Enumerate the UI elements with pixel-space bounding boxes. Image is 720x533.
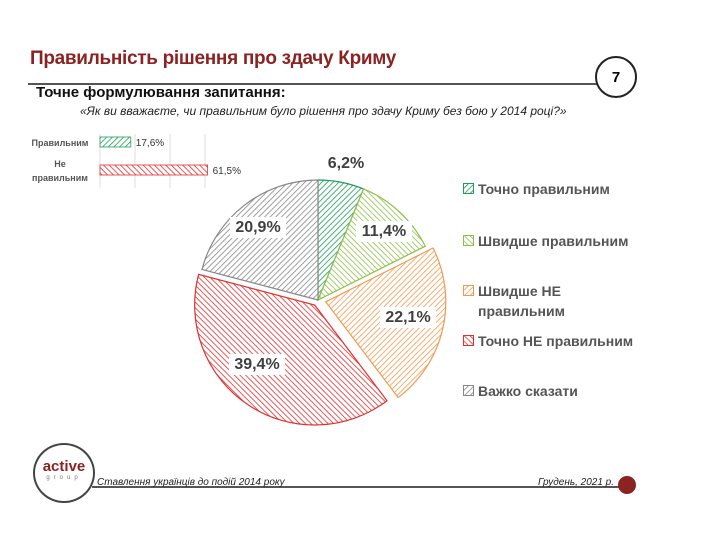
legend-item: Швидше правильним	[463, 231, 628, 251]
legend-label: Точно НЕ правильним	[478, 333, 634, 349]
page-number: 7	[595, 56, 637, 98]
legend-item: Точно правильним	[463, 179, 610, 199]
bar	[99, 136, 132, 148]
pie-slice	[201, 179, 319, 301]
pie-slice	[316, 188, 427, 302]
legend-item: Швидше НЕ правильним	[463, 281, 565, 321]
footer-date: Грудень, 2021 р.	[538, 477, 615, 488]
pie-data-label: 20,9%	[235, 219, 280, 236]
title-divider	[28, 83, 598, 85]
logo-main: active	[42, 458, 86, 475]
pie-data-label: 39,4%	[234, 356, 279, 373]
legend-swatch	[463, 235, 474, 246]
pie-data-label: 6,2%	[328, 155, 364, 172]
legend-item: Точно НЕ правильним	[463, 331, 633, 351]
bar-value-label: 17,6%	[136, 138, 164, 149]
pie-label-bg	[356, 221, 412, 242]
active-group-logo: active group	[33, 443, 95, 503]
legend-swatch	[463, 285, 474, 296]
subtitle: Точне формулювання запитання:	[36, 84, 286, 101]
pie-data-label: 22,1%	[385, 309, 430, 326]
legend-swatch	[463, 183, 474, 194]
bar-value-label: 61,5%	[213, 166, 241, 177]
question-text: «Як ви вважаєте, чи правильним було ріше…	[80, 104, 567, 118]
legend-label: Точно правильним	[478, 181, 610, 197]
pie-label-bg	[230, 217, 286, 238]
legend-item: Важко сказати	[463, 381, 578, 401]
legend-label: Швидше НЕ правильним	[478, 283, 565, 319]
page-title: Правильність рішення про здачу Криму	[30, 48, 397, 69]
logo-sub: group	[46, 475, 82, 481]
legend-swatch	[463, 335, 474, 346]
legend-label: Важко сказати	[478, 383, 578, 399]
bar-category-label: правильним	[32, 173, 88, 183]
page-number-text: 7	[611, 68, 621, 86]
pie-slice	[194, 273, 388, 426]
pie-data-label: 11,4%	[362, 223, 406, 240]
footer-divider	[92, 486, 622, 488]
footer-left-text: Ставлення українців до подій 2014 року	[97, 477, 285, 488]
pie-label-bg	[380, 307, 436, 328]
bar-category-label: Не	[54, 159, 66, 169]
legend-label: Швидше правильним	[478, 233, 629, 249]
pie-label-bg	[229, 354, 285, 375]
legend-swatch	[463, 385, 474, 396]
footer-dot	[618, 476, 636, 494]
bar	[99, 164, 209, 176]
bar-category-label: Правильним	[32, 138, 89, 148]
